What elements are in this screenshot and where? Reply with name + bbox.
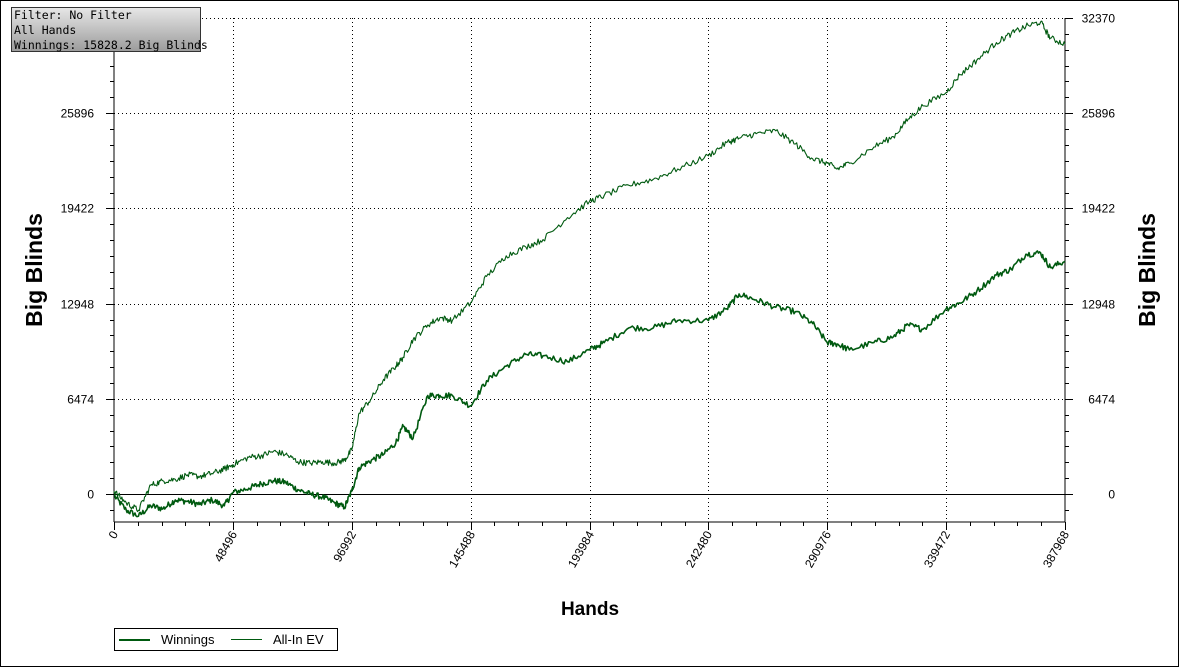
x-axis-title: Hands xyxy=(561,599,619,620)
filter-text: Filter: No Filter xyxy=(14,8,132,22)
y-tick-label-right: 25896 xyxy=(1082,107,1116,121)
y-tick-label-right: 0 xyxy=(1108,488,1115,502)
legend-winnings-swatch xyxy=(119,639,150,641)
x-tick-label: 48496 xyxy=(211,528,240,564)
filter-info-box: Filter: No Filter All Hands Winnings: 15… xyxy=(11,7,208,52)
series-lines xyxy=(113,20,1066,518)
tick-labels: 0 0 6474 6474 12948 12948 19422 19422 25896 25896… xyxy=(61,12,1116,571)
y-tick-label-right: 19422 xyxy=(1082,202,1116,216)
y-tick-label-right: 12948 xyxy=(1082,298,1116,312)
x-tick-label: 145488 xyxy=(446,528,478,570)
y-tick-label-right: 32370 xyxy=(1082,12,1116,26)
x-tick-label: 0 xyxy=(106,528,122,541)
x-tick-label: 96992 xyxy=(330,528,359,564)
y-tick-label-left: 12948 xyxy=(61,298,95,312)
winnings-text: Winnings: 15828.2 Big Blinds xyxy=(14,38,208,52)
y-tick-label-left: 19422 xyxy=(61,202,95,216)
grid xyxy=(113,18,1066,523)
legend-winnings-label: Winnings xyxy=(161,632,215,647)
y-axis-title-left: Big Blinds xyxy=(21,213,47,327)
y-tick-label-left: 25896 xyxy=(61,107,95,121)
x-tick-label: 242480 xyxy=(683,528,715,570)
y-tick-label-right: 6474 xyxy=(1088,393,1115,407)
series-allin-ev-line xyxy=(113,20,1066,513)
y-tick-label-left: 0 xyxy=(87,488,94,502)
x-tick-label: 290976 xyxy=(802,528,834,570)
legend: Winnings All-In EV xyxy=(114,628,338,651)
legend-allin-label: All-In EV xyxy=(273,632,324,647)
series-winnings-line xyxy=(113,250,1066,518)
y-tick-label-left: 6474 xyxy=(67,393,94,407)
y-axis-title-right: Big Blinds xyxy=(1134,213,1160,327)
legend-allin-swatch xyxy=(231,639,262,640)
axis-ticks xyxy=(106,18,1073,530)
x-tick-label: 339472 xyxy=(921,528,953,570)
x-tick-label: 193984 xyxy=(565,528,597,570)
hands-text: All Hands xyxy=(14,23,77,37)
x-tick-label: 387968 xyxy=(1040,528,1072,570)
